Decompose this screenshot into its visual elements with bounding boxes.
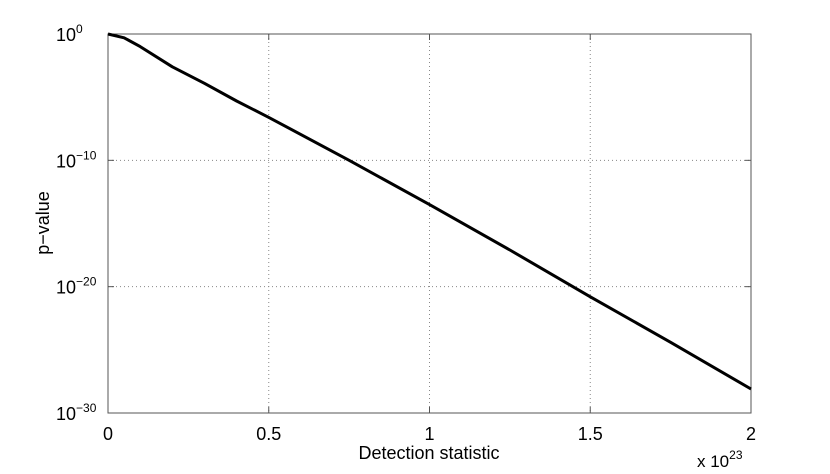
x-tick-labels: 0 0.5 1 1.5 2 [103, 424, 756, 444]
ticks [107, 33, 752, 414]
series-line [107, 32, 752, 391]
y-tick-labels: 100 10−10 10−20 10−30 [56, 22, 97, 424]
y-axis-label: p−value [33, 191, 53, 255]
x-tick-label: 0 [103, 424, 113, 444]
y-tick-label: 10−10 [56, 148, 97, 171]
x-multiplier-label: x 1023 [697, 448, 743, 469]
y-tick-label: 10−30 [56, 401, 97, 424]
y-tick-label: 100 [56, 22, 83, 45]
x-tick-label: 0.5 [256, 424, 281, 444]
y-tick-label: 10−20 [56, 275, 97, 298]
grid [108, 34, 751, 413]
x-tick-label: 1 [424, 424, 434, 444]
x-tick-label: 1.5 [578, 424, 603, 444]
x-tick-label: 2 [746, 424, 756, 444]
x-axis-label: Detection statistic [358, 443, 499, 463]
